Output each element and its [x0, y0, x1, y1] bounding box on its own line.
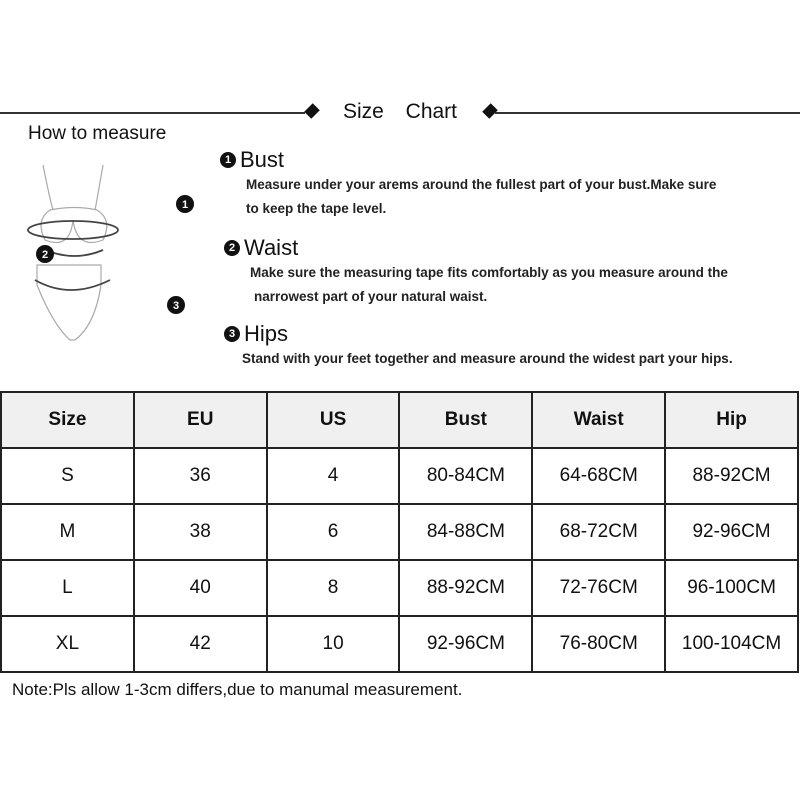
col-header-bust: Bust: [398, 391, 534, 449]
hips-desc-line: Stand with your feet together and measur…: [242, 351, 733, 366]
cell-eu: 38: [132, 503, 268, 561]
figure-marker-1-icon: 1: [176, 195, 194, 213]
cell-us: 10: [265, 615, 401, 673]
cell-eu: 36: [132, 447, 268, 505]
figure-marker-3-icon: 3: [167, 296, 185, 314]
table-row: XL 42 10 92-96CM 76-80CM 100-104CM: [0, 615, 799, 673]
hips-heading: Hips: [244, 321, 289, 346]
bust-desc-line: to keep the tape level.: [246, 201, 387, 216]
number-1-icon: 1: [220, 152, 236, 168]
cell-size: M: [0, 503, 135, 561]
col-header-size: Size: [0, 391, 135, 449]
bust-section: 1 Bust Measure under your arems around th…: [220, 147, 716, 221]
cell-waist: 72-76CM: [531, 559, 667, 617]
waist-desc-line: narrowest part of your natural waist.: [254, 289, 488, 304]
cell-waist: 76-80CM: [531, 615, 667, 673]
col-header-us: US: [265, 391, 401, 449]
size-table: Size EU US Bust Waist Hip S 36 4 80-84CM 64-…: [0, 391, 799, 673]
figure-marker-2-icon: 2: [36, 245, 54, 263]
number-3-icon: 3: [224, 326, 240, 342]
cell-hip: 92-96CM: [664, 503, 799, 561]
cell-hip: 96-100CM: [664, 559, 799, 617]
hips-section: 3 Hips Stand with your feet together and …: [224, 321, 733, 371]
cell-hip: 100-104CM: [664, 615, 799, 673]
cell-size: XL: [0, 615, 135, 673]
note-text: Note:Pls allow 1-3cm differs,due to manu…: [12, 680, 463, 699]
cell-bust: 92-96CM: [398, 615, 534, 673]
number-2-icon: 2: [224, 240, 240, 256]
cell-us: 8: [265, 559, 401, 617]
table-row: S 36 4 80-84CM 64-68CM 88-92CM: [0, 447, 799, 505]
table-row: L 40 8 88-92CM 72-76CM 96-100CM: [0, 559, 799, 617]
cell-eu: 40: [132, 559, 268, 617]
cell-eu: 42: [132, 615, 268, 673]
bust-desc-line: Measure under your arems around the full…: [246, 177, 717, 192]
cell-us: 4: [265, 447, 401, 505]
bust-heading: Bust: [240, 147, 285, 172]
bikini-measurement-illustration: 1 2 3: [27, 164, 194, 341]
cell-us: 6: [265, 503, 401, 561]
divider-left: [0, 112, 305, 114]
waist-heading: Waist: [244, 235, 299, 260]
table-header-row: Size EU US Bust Waist Hip: [0, 391, 799, 449]
cell-waist: 64-68CM: [531, 447, 667, 505]
page-title: Size Chart: [342, 100, 458, 123]
cell-bust: 80-84CM: [398, 447, 534, 505]
cell-hip: 88-92CM: [664, 447, 799, 505]
cell-bust: 88-92CM: [398, 559, 534, 617]
cell-bust: 84-88CM: [398, 503, 534, 561]
col-header-waist: Waist: [531, 391, 667, 449]
waist-desc-line: Make sure the measuring tape fits comfor…: [250, 265, 728, 280]
col-header-eu: EU: [132, 391, 268, 449]
svg-text:2: 2: [42, 249, 48, 261]
svg-text:1: 1: [182, 199, 188, 211]
divider-right: [495, 112, 800, 114]
waist-section: 2 Waist Make sure the measuring tape fits…: [224, 235, 728, 309]
how-to-measure-label: How to measure: [28, 123, 167, 144]
cell-waist: 68-72CM: [531, 503, 667, 561]
cell-size: S: [0, 447, 135, 505]
cell-size: L: [0, 559, 135, 617]
table-row: M 38 6 84-88CM 68-72CM 92-96CM: [0, 503, 799, 561]
col-header-hip: Hip: [664, 391, 799, 449]
svg-text:3: 3: [173, 300, 179, 312]
